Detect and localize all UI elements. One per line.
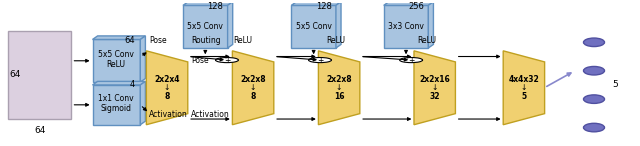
Text: 5: 5 xyxy=(522,92,527,101)
Circle shape xyxy=(399,58,422,63)
Text: 5: 5 xyxy=(612,80,618,89)
Polygon shape xyxy=(183,2,233,5)
Text: ReLU: ReLU xyxy=(326,36,346,45)
Text: 1x1 Conv
Sigmoid: 1x1 Conv Sigmoid xyxy=(99,94,134,113)
Text: ReLU: ReLU xyxy=(417,36,436,45)
Text: 4: 4 xyxy=(130,80,135,89)
Text: ↓: ↓ xyxy=(336,83,342,92)
Text: ↓: ↓ xyxy=(164,83,170,92)
FancyBboxPatch shape xyxy=(183,5,228,48)
Text: 5x5 Conv: 5x5 Conv xyxy=(296,22,332,31)
Text: Pose: Pose xyxy=(191,56,209,65)
Text: 2x2x16: 2x2x16 xyxy=(419,75,450,84)
Text: 2x2x8: 2x2x8 xyxy=(240,75,266,84)
Circle shape xyxy=(308,58,332,63)
FancyBboxPatch shape xyxy=(93,39,140,82)
Text: 3x3 Conv: 3x3 Conv xyxy=(388,22,424,31)
Polygon shape xyxy=(228,2,233,48)
Ellipse shape xyxy=(584,38,605,47)
Polygon shape xyxy=(93,36,145,39)
Text: ↓: ↓ xyxy=(250,83,256,92)
Text: 64: 64 xyxy=(34,126,45,135)
Polygon shape xyxy=(384,2,433,5)
FancyBboxPatch shape xyxy=(93,85,140,125)
Polygon shape xyxy=(319,51,360,125)
Text: 16: 16 xyxy=(334,92,344,101)
Text: ↓: ↓ xyxy=(521,83,527,92)
Polygon shape xyxy=(93,81,145,85)
Text: 8: 8 xyxy=(164,92,170,101)
Ellipse shape xyxy=(584,95,605,103)
Text: Activation: Activation xyxy=(191,110,230,119)
Polygon shape xyxy=(336,2,341,48)
Text: ReLU: ReLU xyxy=(234,36,252,45)
Circle shape xyxy=(216,58,239,63)
Text: Activation: Activation xyxy=(149,110,188,119)
Text: 256: 256 xyxy=(408,2,424,11)
FancyBboxPatch shape xyxy=(291,5,336,48)
Polygon shape xyxy=(140,36,145,82)
Text: 128: 128 xyxy=(207,2,223,11)
Text: ↓: ↓ xyxy=(431,83,438,92)
Text: 64: 64 xyxy=(125,36,135,45)
Polygon shape xyxy=(291,2,341,5)
Ellipse shape xyxy=(584,123,605,132)
FancyBboxPatch shape xyxy=(8,31,72,119)
Polygon shape xyxy=(140,81,145,125)
Polygon shape xyxy=(503,51,545,125)
Text: 2x2x4: 2x2x4 xyxy=(154,75,180,84)
Text: 5x5 Conv
ReLU: 5x5 Conv ReLU xyxy=(98,50,134,69)
Polygon shape xyxy=(428,2,433,48)
Text: 8: 8 xyxy=(250,92,256,101)
Text: 128: 128 xyxy=(316,2,332,11)
Text: 4x4x32: 4x4x32 xyxy=(509,75,540,84)
Polygon shape xyxy=(232,51,274,125)
Text: Routing: Routing xyxy=(191,36,221,45)
Text: 64: 64 xyxy=(9,71,20,79)
Polygon shape xyxy=(414,51,456,125)
Text: Pose: Pose xyxy=(149,36,167,45)
Ellipse shape xyxy=(584,66,605,75)
Text: 2x2x8: 2x2x8 xyxy=(326,75,352,84)
FancyBboxPatch shape xyxy=(384,5,428,48)
Text: 32: 32 xyxy=(429,92,440,101)
Text: +: + xyxy=(317,56,323,65)
Polygon shape xyxy=(147,51,188,125)
Text: 5x5 Conv: 5x5 Conv xyxy=(188,22,223,31)
Text: +: + xyxy=(408,56,414,65)
Text: +: + xyxy=(224,56,230,65)
